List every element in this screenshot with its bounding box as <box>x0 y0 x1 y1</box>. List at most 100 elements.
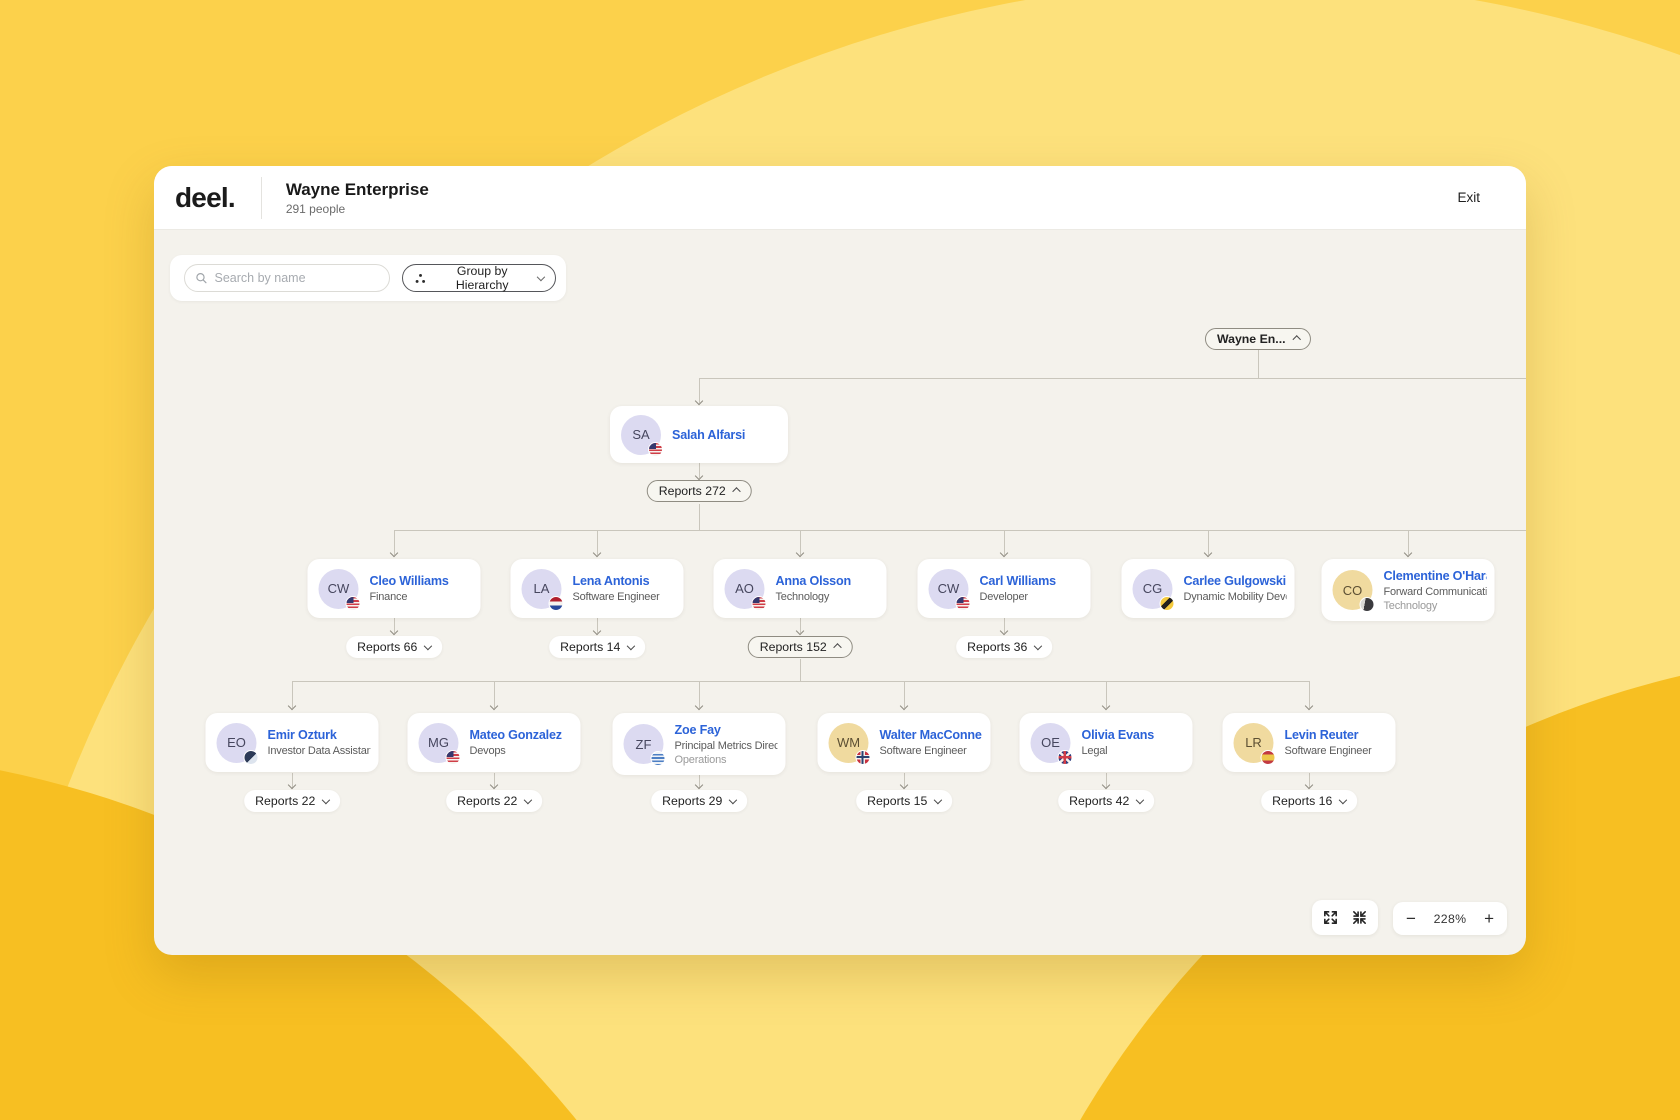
person-text: Anna Olsson Technology <box>776 573 851 604</box>
zoom-out-button[interactable]: − <box>1406 909 1416 928</box>
person-text: Carlee Gulgowski Dynamic Mobility Develop… <box>1184 573 1287 604</box>
avatar-initials: OE <box>1041 735 1060 750</box>
flag-us-icon <box>648 441 663 457</box>
connector-arrow-down <box>1403 548 1412 558</box>
expand-fullscreen-icon[interactable] <box>1320 907 1341 928</box>
person-text: Clementine O'Hara Forward Communications.… <box>1384 568 1487 613</box>
avatar-initials: CW <box>937 581 960 596</box>
reports-pill[interactable]: Reports 42 <box>1058 790 1154 812</box>
person-role: Technology <box>775 591 830 603</box>
connector-line <box>699 681 700 708</box>
reports-count-label: Reports 36 <box>967 640 1028 654</box>
person-card[interactable]: CW Carl Williams Developer <box>917 559 1091 618</box>
person-name: Walter MacConnell <box>879 728 983 742</box>
person-card[interactable]: SA Salah Alfarsi <box>610 406 788 463</box>
avatar-initials: CW <box>327 581 350 596</box>
reports-count-label: Reports 29 <box>662 794 723 808</box>
person-role: Developer <box>979 591 1029 603</box>
person-text: Carl Williams Developer <box>980 573 1056 604</box>
person-text: Zoe Fay Principal Metrics DirectorOperati… <box>675 722 778 767</box>
company-title: Wayne Enterprise <box>285 180 429 199</box>
person-card[interactable]: EO Emir Ozturk Investor Data Assistant <box>205 713 379 772</box>
avatar: LA <box>521 568 564 611</box>
connector-line <box>1408 530 1409 555</box>
person-card[interactable]: LR Levin Reuter Software Engineer <box>1222 713 1396 772</box>
person-card[interactable]: WM Walter MacConnell Software Engineer <box>817 713 991 772</box>
chevron-down-icon <box>424 641 432 650</box>
connector-arrow-down <box>899 780 908 790</box>
connector-arrow-down <box>999 626 1008 636</box>
avatar: MG <box>418 722 461 765</box>
header-divider <box>260 176 262 219</box>
flag-us-icon <box>445 749 461 765</box>
reports-pill[interactable]: Reports 22 <box>244 790 340 812</box>
reports-count-label: Reports 22 <box>457 794 518 808</box>
reports-pill[interactable]: Reports 14 <box>549 636 645 658</box>
root-node-pill[interactable]: Wayne En... <box>1204 328 1312 350</box>
avatar: EO <box>216 722 259 765</box>
chevron-up-icon <box>1292 336 1301 344</box>
connector-line <box>394 530 1526 531</box>
person-card[interactable]: CG Carlee Gulgowski Dynamic Mobility Devel… <box>1121 559 1295 618</box>
chevron-down-icon <box>1339 795 1347 804</box>
connector-line <box>1258 350 1259 378</box>
person-card[interactable]: LA Lena Antonis Software Engineer <box>510 559 684 618</box>
person-card[interactable]: AO Anna Olsson Technology <box>713 559 887 618</box>
flag-nl-icon <box>548 595 564 611</box>
connector-arrow-down <box>389 548 398 558</box>
connector-line <box>699 504 700 531</box>
person-text: Emir Ozturk Investor Data Assistant <box>268 727 371 758</box>
org-chart-canvas[interactable]: Wayne En... SA Salah Alfarsi Reports 272 CW C… <box>154 166 1526 955</box>
reports-pill[interactable]: Reports 36 <box>956 636 1052 658</box>
connector-line <box>699 773 700 788</box>
reports-pill[interactable]: Reports 29 <box>651 790 747 812</box>
reports-pill[interactable]: Reports 15 <box>856 790 952 812</box>
flag-norway-icon <box>855 749 871 765</box>
connector-line <box>597 530 598 555</box>
person-department: Operations <box>674 753 727 766</box>
person-card[interactable]: CO Clementine O'Hara Forward Communication… <box>1321 559 1495 621</box>
connector-line <box>800 530 801 555</box>
reports-pill[interactable]: Reports 272 <box>646 480 752 502</box>
chevron-down-icon <box>537 272 546 281</box>
connector-arrow-down <box>489 701 498 711</box>
person-card[interactable]: OE Olivia Evans Legal <box>1019 713 1193 772</box>
connector-line <box>904 773 905 788</box>
chevron-down-icon <box>1136 795 1144 804</box>
search-input-wrap[interactable] <box>184 264 390 292</box>
avatar: OE <box>1030 722 1073 765</box>
reports-count-label: Reports 66 <box>357 640 418 654</box>
reports-pill[interactable]: Reports 152 <box>747 636 853 658</box>
zoom-controls: − 228% + <box>1393 902 1507 935</box>
person-role: Software Engineer <box>879 745 967 757</box>
connector-line <box>494 773 495 788</box>
avatar: CO <box>1332 570 1375 612</box>
chevron-down-icon <box>1034 641 1042 650</box>
person-card[interactable]: MG Mateo Gonzalez Devops <box>407 713 581 772</box>
person-text: Lena Antonis Software Engineer <box>573 573 660 604</box>
avatar: LR <box>1233 722 1276 765</box>
reports-pill[interactable]: Reports 16 <box>1261 790 1357 812</box>
zoom-in-button[interactable]: + <box>1484 909 1494 928</box>
reports-pill[interactable]: Reports 22 <box>446 790 542 812</box>
chevron-down-icon <box>322 795 330 804</box>
connector-arrow-down <box>1203 548 1212 558</box>
collapse-fullscreen-icon[interactable] <box>1349 907 1370 928</box>
connector-line <box>699 378 700 403</box>
connector-line <box>699 463 700 478</box>
connector-arrow-down <box>287 780 296 790</box>
person-card[interactable]: ZF Zoe Fay Principal Metrics DirectorOpera… <box>612 713 786 775</box>
group-by-button[interactable]: Group by Hierarchy <box>402 264 556 292</box>
flag-us-icon <box>345 595 361 611</box>
connector-line <box>1004 530 1005 555</box>
avatar-initials: LR <box>1245 735 1262 750</box>
person-card[interactable]: CW Cleo Williams Finance <box>307 559 481 618</box>
zoom-level: 228% <box>1433 911 1467 926</box>
avatar-initials: MG <box>428 735 449 750</box>
exit-button[interactable]: Exit <box>1457 190 1480 205</box>
person-name: Emir Ozturk <box>267 728 337 742</box>
reports-pill[interactable]: Reports 66 <box>346 636 442 658</box>
reports-count-label: Reports 42 <box>1069 794 1130 808</box>
person-name: Levin Reuter <box>1284 728 1359 742</box>
search-input[interactable] <box>214 271 379 285</box>
